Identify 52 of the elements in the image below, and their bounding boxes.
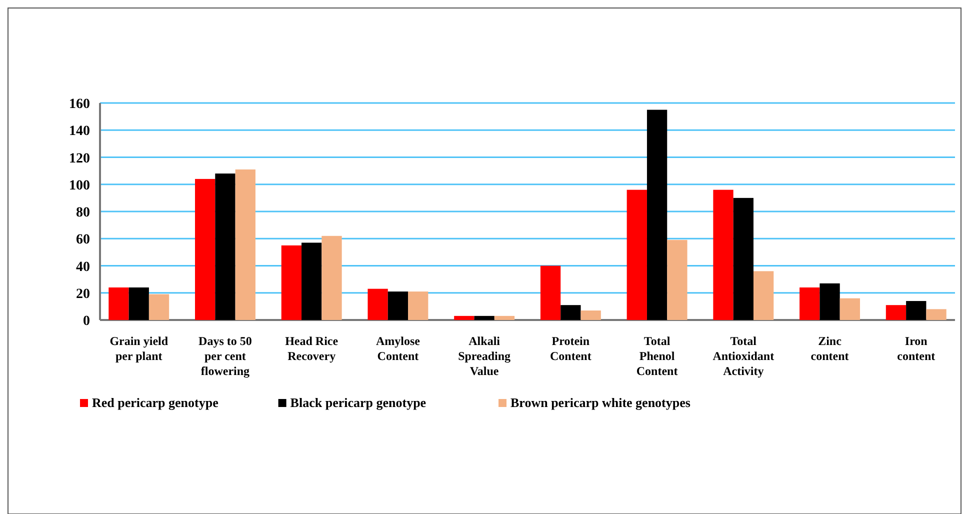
x-tick-label: Days to 50 per cent flowering bbox=[198, 334, 252, 378]
bar bbox=[195, 178, 216, 320]
y-tick-label: 60 bbox=[76, 232, 90, 248]
bar bbox=[454, 316, 474, 320]
bar bbox=[560, 305, 581, 320]
bar bbox=[408, 292, 428, 320]
y-tick-label: 40 bbox=[76, 260, 90, 275]
x-tick-label: Head Rice Recovery bbox=[285, 334, 339, 363]
x-tick-label: Alkali Spreading Value bbox=[458, 334, 511, 378]
y-tick-label: 140 bbox=[69, 124, 90, 140]
bar bbox=[820, 283, 840, 320]
bar bbox=[302, 242, 322, 320]
bar bbox=[494, 316, 515, 320]
x-tick-label: Amylose Content bbox=[376, 334, 421, 363]
bar bbox=[235, 169, 256, 320]
legend-label: Black pericarp genotype bbox=[290, 395, 426, 410]
y-tick-label: 20 bbox=[76, 286, 90, 302]
bar bbox=[368, 288, 388, 320]
bar bbox=[733, 198, 754, 320]
bar bbox=[474, 316, 494, 320]
bar bbox=[800, 287, 820, 320]
bar bbox=[322, 236, 342, 320]
legend-label: Red pericarp genotype bbox=[92, 395, 219, 410]
y-tick-label: 80 bbox=[76, 206, 90, 220]
bar bbox=[388, 292, 408, 320]
bar bbox=[667, 240, 688, 320]
bar bbox=[626, 190, 647, 320]
bar bbox=[906, 301, 926, 320]
x-tick-label: Protein Content bbox=[550, 334, 592, 363]
y-tick-label: 160 bbox=[69, 97, 90, 112]
x-tick-label: Zinc content bbox=[810, 334, 849, 363]
bar bbox=[886, 305, 906, 320]
y-tick-label: 120 bbox=[69, 151, 90, 166]
x-tick-label: Grain yield per plant bbox=[110, 334, 168, 363]
bar bbox=[753, 271, 774, 320]
x-tick-label: Total Phenol Content bbox=[636, 334, 678, 378]
bar bbox=[540, 266, 561, 320]
bar bbox=[215, 174, 236, 320]
legend-label: Brown pericarp white genotypes bbox=[510, 395, 690, 410]
bar bbox=[281, 245, 302, 320]
bar bbox=[148, 294, 170, 320]
bar bbox=[108, 287, 129, 320]
bar bbox=[840, 298, 860, 320]
bar bbox=[713, 190, 734, 320]
bar bbox=[646, 110, 668, 320]
y-tick-label: 100 bbox=[69, 178, 90, 194]
y-tick-label: 0 bbox=[83, 314, 90, 329]
bar bbox=[926, 309, 946, 320]
bar bbox=[128, 287, 149, 320]
x-tick-label: Total Antioxidant Activity bbox=[712, 334, 774, 378]
bar bbox=[580, 310, 601, 320]
x-tick-label: Iron content bbox=[897, 334, 936, 363]
